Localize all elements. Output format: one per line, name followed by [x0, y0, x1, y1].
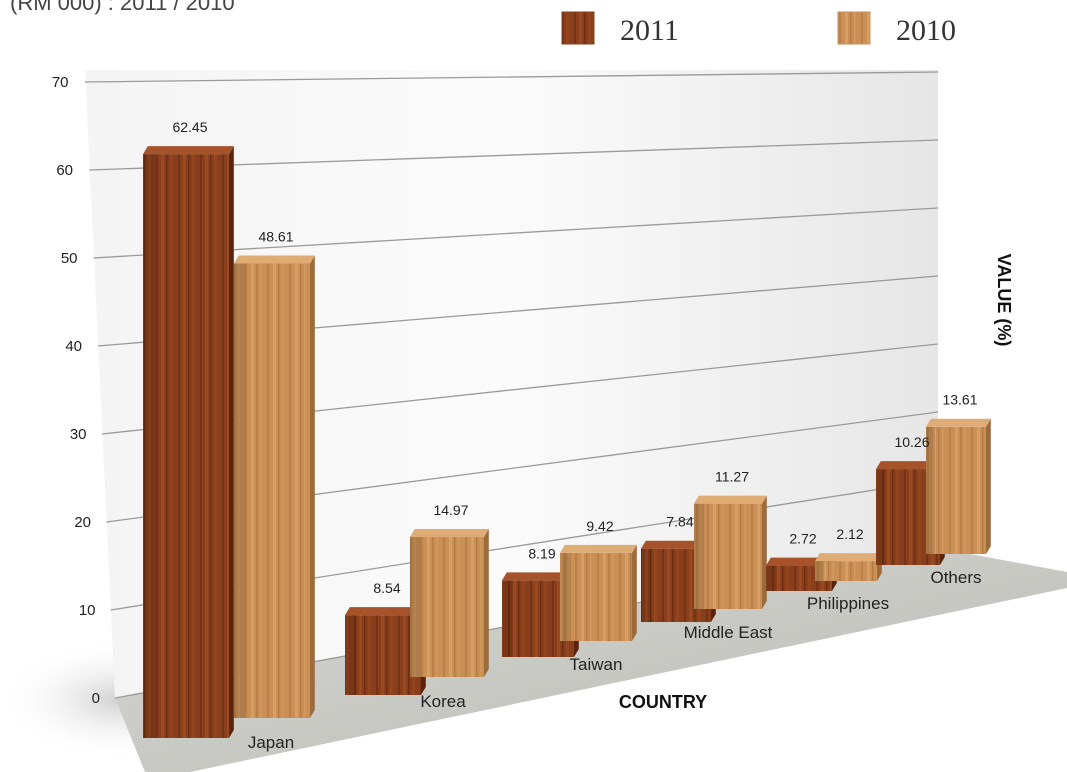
- data-label: 13.61: [942, 392, 977, 408]
- data-label: 2.12: [836, 526, 863, 542]
- data-label: 2.72: [789, 531, 816, 547]
- bar-side: [310, 255, 315, 718]
- data-label: 9.42: [586, 518, 613, 534]
- bar-top: [560, 544, 637, 553]
- bar-front: [143, 154, 229, 738]
- bar-shade: [694, 503, 705, 609]
- legend-swatch: [561, 11, 595, 45]
- data-label: 8.19: [528, 545, 555, 561]
- bar-shade: [234, 263, 246, 718]
- bar-2010-japan: [234, 255, 315, 718]
- bar-shade: [766, 565, 776, 591]
- bar-front: [560, 552, 632, 641]
- y-tick-label: 10: [79, 602, 96, 619]
- bar-top: [345, 607, 426, 616]
- bar-front: [345, 615, 421, 695]
- y-tick-label: 60: [56, 162, 73, 179]
- bar-2010-others: [926, 418, 991, 554]
- bar-front: [234, 263, 310, 718]
- bar-top: [143, 146, 234, 155]
- category-label: Middle East: [684, 623, 773, 642]
- bar-side: [986, 418, 991, 554]
- data-label: 10.26: [894, 434, 929, 450]
- bar-side: [762, 495, 767, 609]
- y-tick-label: 40: [65, 338, 82, 355]
- bar-front: [815, 561, 877, 581]
- category-label: Others: [930, 568, 981, 587]
- bar-shade: [926, 426, 935, 554]
- legend-label: 2010: [896, 14, 956, 47]
- chart-floor: [115, 548, 1067, 772]
- bars: [143, 146, 991, 738]
- gridline: [93, 207, 939, 259]
- y-axis-title: VALUE (%): [994, 254, 1014, 347]
- y-tick-label: 20: [74, 514, 91, 531]
- bar-top: [234, 255, 315, 264]
- category-label: Philippines: [807, 594, 889, 613]
- data-label: 7.84: [666, 514, 693, 530]
- category-label: Taiwan: [570, 655, 623, 674]
- category-label: Japan: [248, 733, 294, 752]
- bar-shade: [641, 548, 652, 622]
- data-label: 48.61: [258, 228, 293, 244]
- bar-2010-taiwan: [560, 544, 637, 641]
- bar-shade: [502, 580, 513, 657]
- data-label: 11.27: [715, 469, 749, 485]
- y-tick-label: 0: [92, 690, 100, 707]
- bar-shade: [815, 561, 825, 581]
- x-axis-title: COUNTRY: [619, 692, 707, 712]
- bar-side: [484, 529, 489, 677]
- bar-side: [229, 146, 234, 738]
- bar-shade: [143, 154, 156, 738]
- data-label: 62.45: [172, 119, 207, 135]
- bar-2011-japan: [143, 146, 234, 738]
- bar-top: [694, 495, 767, 504]
- bar-shade: [345, 615, 357, 695]
- bar-2010-middle-east: [694, 495, 767, 609]
- data-label: 14.97: [433, 502, 468, 518]
- bar-front: [926, 426, 986, 554]
- bar-front: [410, 537, 484, 677]
- gridline: [84, 71, 939, 83]
- y-axis-ticks: 0 10 20 30 40 50 60 70: [52, 74, 100, 707]
- bar-front: [694, 503, 762, 609]
- data-label: 8.54: [373, 580, 400, 596]
- category-label: Korea: [420, 692, 466, 711]
- legend-swatch: [837, 11, 871, 45]
- legend-label: 2011: [620, 14, 679, 47]
- bar-shade: [410, 537, 422, 677]
- y-tick-label: 70: [52, 74, 69, 91]
- bar-side: [632, 544, 637, 641]
- header-note: (RM 000) : 2011 / 2010: [10, 0, 235, 15]
- bar-top: [410, 529, 489, 538]
- bar-2010-philippines: [815, 553, 882, 581]
- legend: 2011 2010: [561, 11, 956, 47]
- bar-top: [502, 572, 579, 581]
- y-tick-label: 30: [70, 426, 87, 443]
- bar-shade: [560, 552, 571, 641]
- bar-shade: [876, 469, 886, 565]
- data-labels: 62.45 48.61 8.54 14.97 8.19 9.42 7.84 11.27 2.72…: [172, 119, 977, 596]
- bar-top: [926, 418, 991, 427]
- category-labels: Japan Korea Taiwan Middle East Philippines Ot…: [248, 568, 982, 752]
- bar-2010-korea: [410, 529, 489, 677]
- y-tick-label: 50: [61, 250, 78, 267]
- bar-top: [815, 553, 882, 562]
